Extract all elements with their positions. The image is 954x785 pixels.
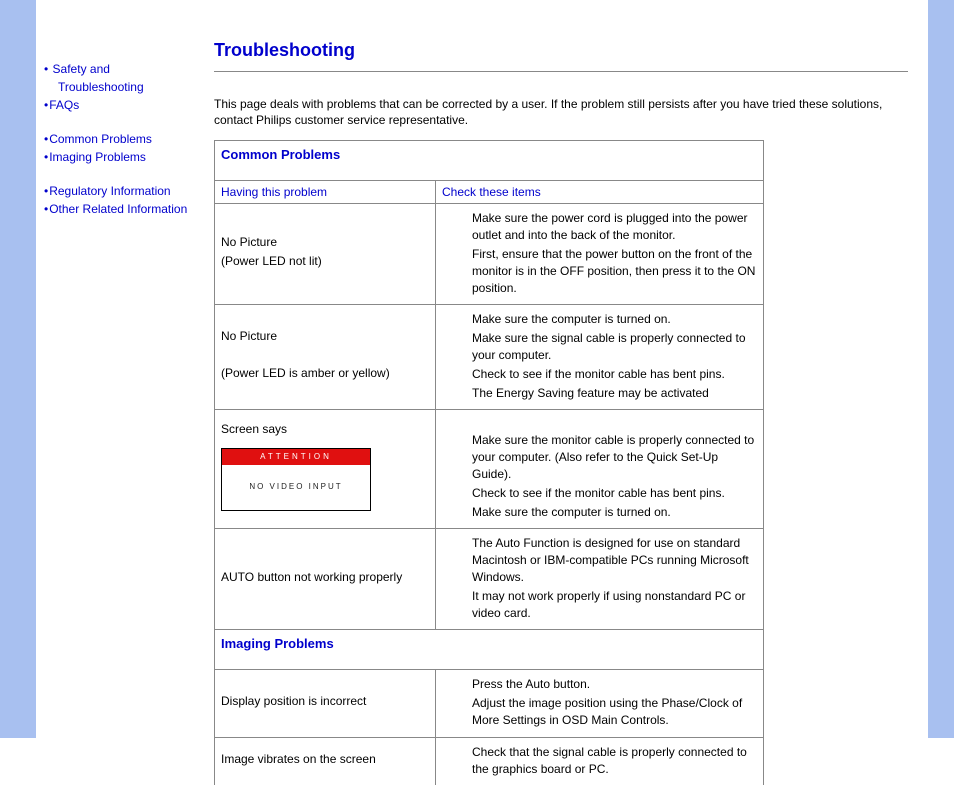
check-cell: The Auto Function is designed for use on… (435, 529, 763, 629)
check-cell: Press the Auto button. Adjust the image … (435, 670, 763, 736)
nav-safety-l1: Safety and (53, 62, 110, 76)
nav-safety[interactable]: Safety and Troubleshooting (44, 60, 206, 96)
table-row: Screen says ATTENTION NO VIDEO INPUT Mak… (215, 410, 763, 529)
attention-body: NO VIDEO INPUT (222, 465, 370, 510)
right-accent-bar (928, 0, 954, 738)
intro-text: This page deals with problems that can b… (214, 96, 908, 128)
check-cell: Check that the signal cable is properly … (435, 738, 763, 785)
main-content: Troubleshooting This page deals with pro… (214, 0, 928, 738)
nav-safety-l2: Troubleshooting (50, 78, 144, 96)
title-divider (214, 71, 908, 72)
check-cell: Make sure the power cord is plugged into… (435, 204, 763, 304)
table-row: No Picture (Power LED is amber or yellow… (215, 305, 763, 410)
problem-cell: No Picture (Power LED not lit) (215, 204, 435, 304)
table-row: AUTO button not working properly The Aut… (215, 529, 763, 630)
nav-imaging-problems[interactable]: Imaging Problems (44, 148, 206, 166)
common-problems-heading: Common Problems (215, 141, 763, 181)
nav-gap (44, 114, 206, 130)
left-accent-bar (0, 0, 36, 738)
problem-cell: AUTO button not working properly (215, 529, 435, 629)
nav-other-related[interactable]: Other Related Information (44, 200, 206, 218)
problem-cell: Image vibrates on the screen (215, 738, 435, 785)
table-row: Display position is incorrect Press the … (215, 670, 763, 737)
column-headers: Having this problem Check these items (215, 181, 763, 204)
check-cell: Make sure the monitor cable is properly … (435, 410, 763, 528)
table-row: Image vibrates on the screen Check that … (215, 738, 763, 785)
sidebar-nav: Safety and Troubleshooting FAQs Common P… (36, 0, 214, 738)
problem-cell: Screen says ATTENTION NO VIDEO INPUT (215, 410, 435, 528)
imaging-problems-heading: Imaging Problems (215, 630, 763, 670)
page-title: Troubleshooting (214, 40, 908, 61)
problem-cell: Display position is incorrect (215, 670, 435, 736)
nav-regulatory[interactable]: Regulatory Information (44, 182, 206, 200)
nav-gap-2 (44, 166, 206, 182)
problem-cell: No Picture (Power LED is amber or yellow… (215, 305, 435, 409)
col-header-problem: Having this problem (215, 181, 435, 203)
troubleshooting-table: Common Problems Having this problem Chec… (214, 140, 764, 785)
attention-graphic: ATTENTION NO VIDEO INPUT (221, 448, 371, 512)
nav-faqs[interactable]: FAQs (44, 96, 206, 114)
col-header-check: Check these items (435, 181, 763, 203)
attention-head: ATTENTION (222, 449, 370, 466)
check-cell: Make sure the computer is turned on. Mak… (435, 305, 763, 409)
page-root: Safety and Troubleshooting FAQs Common P… (0, 0, 954, 738)
table-row: No Picture (Power LED not lit) Make sure… (215, 204, 763, 305)
nav-common-problems[interactable]: Common Problems (44, 130, 206, 148)
